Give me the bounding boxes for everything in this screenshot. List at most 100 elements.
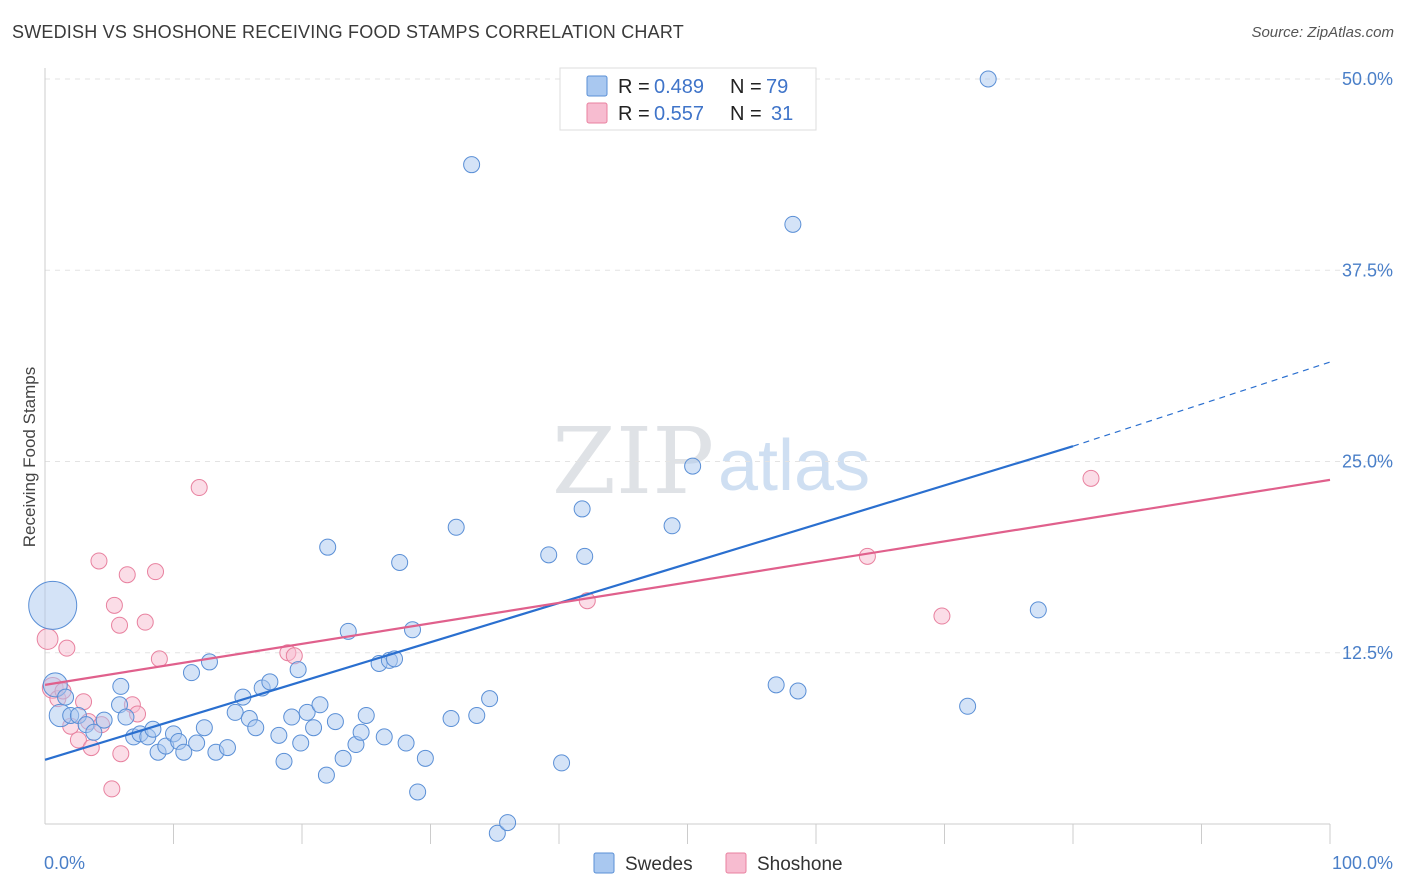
swedes-trend-extension [1072, 361, 1331, 447]
legend-n-label-shoshone: N = [730, 103, 762, 125]
x-ticks [173, 824, 1331, 844]
legend-r-value-shoshone: 0.557 [654, 103, 704, 125]
shoshone-point [58, 639, 76, 657]
shoshone-point [112, 745, 130, 763]
watermark-atlas: atlas [718, 426, 870, 506]
swedes-point [663, 517, 681, 535]
bottom-legend-label-swedes: Swedes [625, 854, 693, 875]
swedes-point [175, 743, 193, 761]
swedes-point [499, 814, 517, 832]
swedes-point [57, 688, 75, 706]
swedes-point [540, 546, 558, 564]
shoshone-point [36, 628, 59, 650]
source-credit: Source: ZipAtlas.com [1251, 24, 1394, 41]
shoshone-point [103, 780, 121, 798]
swedes-point [188, 734, 206, 752]
swedes-point [289, 661, 307, 679]
swedes-point [200, 653, 218, 671]
swedes-point [767, 676, 785, 694]
y-tick-labels: 12.5% 25.0% 37.5% 50.0% [1342, 69, 1393, 663]
shoshone-point [150, 650, 168, 668]
swedes-point [85, 723, 103, 741]
bottom-legend-swatch-swedes [593, 852, 615, 874]
swedes-point [226, 703, 244, 721]
series-legend: Swedes Shoshone [593, 852, 843, 875]
swedes-point [95, 711, 113, 729]
legend-r-label-shoshone: R = [618, 103, 650, 125]
legend-n-value-shoshone: 31 [771, 103, 793, 125]
y-tick-label: 50.0% [1342, 69, 1393, 89]
swedes-point [218, 739, 236, 757]
shoshone-point [118, 566, 136, 584]
legend-r-label-swedes: R = [618, 76, 650, 98]
swedes-point [442, 710, 460, 728]
swedes-point [447, 518, 465, 536]
swedes-point [317, 766, 335, 784]
swedes-point [283, 708, 301, 726]
bottom-legend-swatch-shoshone [725, 852, 747, 874]
shoshone-point [136, 613, 154, 631]
swedes-point [319, 538, 337, 556]
swedes-point [326, 713, 344, 731]
shoshone-trend-line [44, 478, 1331, 686]
swedes-point [357, 706, 375, 724]
swedes-point [959, 697, 977, 715]
grid-lines [45, 78, 1393, 654]
swedes-point [416, 749, 434, 767]
swedes-point [247, 719, 265, 737]
swedes-point [684, 457, 702, 475]
shoshone-point [105, 596, 123, 614]
shoshone-point [111, 616, 129, 634]
swedes-point [979, 70, 997, 88]
swedes-point [195, 719, 213, 737]
swedes-points [28, 70, 1047, 842]
swedes-point [275, 752, 293, 770]
y-tick-label: 12.5% [1342, 643, 1393, 663]
bottom-legend-label-shoshone: Shoshone [757, 854, 843, 875]
correlation-legend: R = 0.489 N = 79 R = 0.557 N = 31 [559, 67, 817, 131]
legend-swatch-shoshone [586, 102, 608, 124]
swedes-point [1029, 601, 1047, 619]
swedes-point [28, 580, 78, 630]
swedes-point [261, 673, 279, 691]
shoshone-point [190, 479, 208, 497]
legend-n-value-swedes: 79 [766, 76, 788, 98]
legend-n-label-swedes: N = [730, 76, 762, 98]
swedes-point [182, 664, 200, 682]
swedes-point [463, 156, 481, 174]
swedes-point [334, 749, 352, 767]
swedes-point [270, 726, 288, 744]
x-tick-label-min: 0.0% [44, 853, 85, 873]
shoshone-point [858, 547, 876, 565]
swedes-point [311, 696, 329, 714]
swedes-point [553, 754, 571, 772]
swedes-point [481, 690, 499, 708]
y-tick-label: 25.0% [1342, 452, 1393, 472]
swedes-point [409, 783, 427, 801]
trend-lines [44, 361, 1331, 761]
legend-r-value-swedes: 0.489 [654, 76, 704, 98]
legend-swatch-swedes [586, 75, 608, 97]
y-tick-label: 37.5% [1342, 260, 1393, 280]
shoshone-point [933, 607, 951, 625]
swedes-point [112, 677, 130, 695]
swedes-point [375, 728, 393, 746]
swedes-point [298, 703, 316, 721]
swedes-point [468, 706, 486, 724]
shoshone-point [69, 731, 87, 749]
swedes-point [305, 719, 323, 737]
x-tick-label-max: 100.0% [1332, 853, 1393, 873]
shoshone-point [1082, 469, 1100, 487]
swedes-point [573, 500, 591, 518]
shoshone-point [147, 563, 165, 581]
chart-title: SWEDISH VS SHOSHONE RECEIVING FOOD STAMP… [12, 22, 684, 42]
swedes-point [292, 734, 310, 752]
y-axis-title: Receiving Food Stamps [20, 367, 39, 547]
swedes-point [391, 553, 409, 571]
swedes-point [117, 708, 135, 726]
swedes-point [576, 547, 594, 565]
swedes-point [789, 682, 807, 700]
swedes-point [397, 734, 415, 752]
swedes-point [404, 621, 422, 639]
